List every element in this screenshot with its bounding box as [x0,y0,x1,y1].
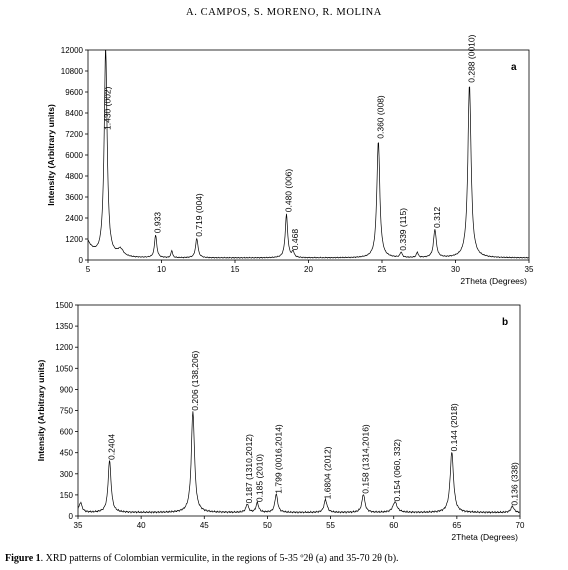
figure-caption: Figure 1. XRD patterns of Colombian verm… [5,553,565,564]
x-tick-label: 55 [326,521,335,530]
peak-label: 1.799 (0016,2014) [273,424,283,494]
peak-label: 0.719 (004) [194,193,204,237]
y-axis-label: Intensity (Arbitrary units) [46,104,56,206]
peak-label: 0.480 (006) [283,169,293,213]
x-tick-label: 35 [525,265,534,274]
diffraction-trace [88,50,529,259]
peak-label: 0.185 (2010) [254,454,264,502]
x-tick-label: 25 [378,265,387,274]
diffraction-trace [78,411,520,514]
y-tick-label: 10800 [61,67,84,76]
peak-label: 0.206 (138,206) [190,351,200,411]
x-tick-label: 20 [304,265,313,274]
xrd-chart-panel-a: 0 1200 2400 3600 4800 6000 7200 8400 9600 10800 12… [46,35,534,286]
y-tick-label: 1200 [65,235,83,244]
x-tick-label: 10 [157,265,166,274]
peak-label: 0.158 (1314,2016) [360,424,370,494]
x-tick-label: 40 [137,521,146,530]
peak-label: 0.2404 [107,434,117,460]
peak-label: 1.430 (002) [103,86,113,130]
y-tick-label: 7200 [65,130,83,139]
xrd-chart-panel-b: 0 150 300 450 600 750 900 1050 1200 1350 1500 35 40 4… [36,301,525,542]
x-tick-label: 35 [74,521,83,530]
peak-label: 0.154 (060, 332) [392,439,402,502]
y-tick-label: 300 [60,470,74,479]
peak-label: 0.144 (2018) [449,403,459,451]
x-tick-label: 50 [263,521,272,530]
peak-label: 0.360 (008) [375,95,385,139]
caption-text: . XRD patterns of Colombian vermiculite,… [40,553,399,564]
running-head: A. CAMPOS, S. MORENO, R. MOLINA [186,7,382,18]
x-axis-label: 2Theta (Degrees) [460,276,527,286]
y-tick-label: 1350 [55,322,73,331]
y-tick-label: 1200 [55,343,73,352]
x-tick-label: 45 [200,521,209,530]
y-tick-label: 450 [60,449,74,458]
x-tick-label: 70 [516,521,525,530]
x-tick-label: 15 [231,265,240,274]
peak-label: 0.468 [290,229,300,251]
y-tick-label: 1500 [55,301,73,310]
panel-label: b [502,317,508,328]
x-tick-label: 60 [389,521,398,530]
y-tick-label: 3600 [65,193,83,202]
peak-label: 0.288 (0010) [466,35,476,83]
y-tick-label: 0 [79,256,84,265]
y-tick-label: 0 [69,512,74,521]
y-tick-label: 12000 [61,46,84,55]
x-axis-label: 2Theta (Degrees) [451,532,518,542]
y-tick-label: 4800 [65,172,83,181]
y-tick-label: 9600 [65,88,83,97]
y-tick-label: 750 [60,407,74,416]
x-tick-label: 5 [86,265,91,274]
y-tick-label: 6000 [65,151,83,160]
peak-label: 0.339 (115) [398,208,408,251]
peak-label: 0.187 (1310,2012) [244,434,254,504]
y-axis-label: Intensity (Arbitrary units) [36,360,46,462]
x-tick-label: 30 [451,265,460,274]
y-tick-label: 900 [60,385,74,394]
peak-label: 1.6804 (2012) [323,446,333,499]
y-tick-label: 150 [60,491,74,500]
x-tick-label: 65 [452,521,461,530]
y-tick-label: 8400 [65,109,83,118]
peak-label: 0.136 (338) [509,462,519,506]
peak-label: 0.312 [432,206,442,228]
y-tick-label: 1050 [55,364,73,373]
y-tick-label: 2400 [65,214,83,223]
y-tick-label: 600 [60,428,74,437]
panel-label: a [511,62,517,73]
caption-label: Figure 1 [5,553,41,564]
peak-label: 0.933 [153,212,163,234]
